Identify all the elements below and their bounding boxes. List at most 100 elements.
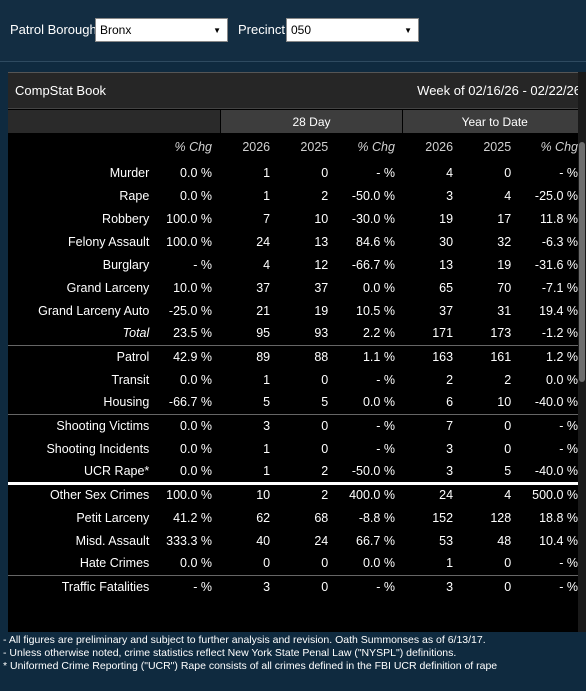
table-cell: 2 bbox=[321, 463, 329, 478]
precinct-select[interactable]: 050 ▼ bbox=[286, 18, 419, 42]
borough-label: Patrol Borough: bbox=[10, 22, 101, 37]
row-label: Robbery bbox=[102, 211, 150, 226]
row-label: Burglary bbox=[102, 257, 150, 272]
table-cell: 0.0 % bbox=[180, 441, 213, 456]
row-label: Misd. Assault bbox=[75, 533, 150, 548]
table-cell: 1.1 % bbox=[336, 344, 403, 368]
table-cell: 0 bbox=[263, 556, 271, 571]
table-cell: 11.8 % bbox=[540, 211, 578, 226]
table-cell: 89 bbox=[220, 344, 279, 368]
table-cell: 70 bbox=[497, 280, 512, 295]
table-cell: 41.2 % bbox=[173, 510, 213, 525]
precinct-label: Precinct: bbox=[238, 22, 289, 37]
table-cell: 3 bbox=[402, 574, 462, 598]
row-label: Housing bbox=[103, 395, 150, 410]
table-cell: 4 bbox=[461, 481, 520, 506]
table-cell: 5 bbox=[504, 463, 512, 478]
table-cell: 163 bbox=[402, 344, 462, 368]
table-cell: 68 bbox=[314, 510, 329, 525]
table-cell: 84.6 % bbox=[356, 234, 395, 249]
column-header: 2025 bbox=[483, 140, 512, 154]
table-cell: 37 bbox=[439, 303, 454, 318]
table-cell: 3 bbox=[446, 188, 454, 203]
table-cell: 62 bbox=[256, 510, 271, 525]
table-cell: 24 bbox=[314, 533, 329, 548]
borough-select-value: Bronx bbox=[100, 23, 132, 37]
table-cell: 17 bbox=[497, 211, 512, 226]
panel-scrollbar[interactable] bbox=[578, 72, 586, 632]
table-cell: 2 bbox=[504, 372, 512, 387]
scrollbar-thumb[interactable] bbox=[579, 142, 585, 382]
table-cell: 0 bbox=[278, 574, 337, 598]
row-label: Murder bbox=[109, 165, 150, 180]
table-cell: - % bbox=[519, 574, 586, 598]
table-cell: 1 bbox=[263, 188, 271, 203]
table-cell: 23.5 % bbox=[173, 326, 213, 341]
table-cell: 0 bbox=[321, 165, 329, 180]
table-cell: 19.4 % bbox=[539, 303, 578, 318]
table-cell: 10 bbox=[220, 481, 279, 506]
borough-select[interactable]: Bronx ▼ bbox=[95, 18, 228, 42]
row-label: Rape bbox=[119, 188, 150, 203]
week-range: Week of 02/16/26 - 02/22/26 bbox=[417, 83, 581, 98]
table-cell: 128 bbox=[490, 510, 512, 525]
group-header-blank bbox=[153, 110, 221, 133]
table-cell: -66.7 % bbox=[168, 395, 213, 410]
table-cell: 0.0 % bbox=[180, 165, 213, 180]
table-cell: 3 bbox=[446, 463, 454, 478]
table-row: Felony Assault 100.0 % 24 13 84.6 % 30 32 -6.3 … bbox=[8, 230, 586, 253]
table-cell: 42.9 % bbox=[153, 344, 221, 368]
row-label: Grand Larceny bbox=[66, 280, 150, 295]
table-cell: 2 bbox=[278, 481, 337, 506]
table-cell: 2 bbox=[321, 188, 329, 203]
table-row: Hate Crimes 0.0 % 0 0 0.0 % 1 0 - % bbox=[8, 552, 586, 575]
row-label: Total bbox=[122, 326, 150, 341]
table-cell: - % bbox=[559, 165, 578, 180]
row-label: Petit Larceny bbox=[76, 510, 150, 525]
table-cell: -7.1 % bbox=[541, 280, 578, 295]
table-cell: 0.0 % bbox=[362, 556, 395, 571]
table-cell: 30 bbox=[439, 234, 454, 249]
table-cell: 2.2 % bbox=[362, 326, 395, 341]
table-cell: 500.0 % bbox=[519, 481, 586, 506]
table-cell: 1 bbox=[446, 556, 454, 571]
table-cell: 19 bbox=[314, 303, 329, 318]
compstat-panel: CompStat Book Week of 02/16/26 - 02/22/2… bbox=[8, 72, 586, 632]
footnotes: - All figures are preliminary and subjec… bbox=[3, 634, 583, 673]
table-row: Burglary - % 4 12 -66.7 % 13 19 -31.6 % bbox=[8, 253, 586, 276]
table-cell: 4 bbox=[263, 257, 271, 272]
row-label: Shooting Victims bbox=[8, 413, 154, 437]
table-row: Shooting Incidents 0.0 % 1 0 - % 3 0 - % bbox=[8, 437, 586, 460]
table-cell: 0 bbox=[504, 556, 512, 571]
table-cell: 18.8 % bbox=[539, 510, 578, 525]
table-cell: 333.3 % bbox=[166, 533, 213, 548]
table-cell: 21 bbox=[256, 303, 271, 318]
table-cell: 10.0 % bbox=[173, 280, 213, 295]
table-cell: 48 bbox=[497, 533, 512, 548]
table-cell: - % bbox=[336, 574, 403, 598]
table-row: Grand Larceny 10.0 % 37 37 0.0 % 65 70 -7.1 % bbox=[8, 276, 586, 299]
column-header: 2025 bbox=[300, 140, 329, 154]
table-cell: 173 bbox=[490, 326, 512, 341]
column-header-row: % Chg 2026 2025 % Chg 2026 2025 % Chg bbox=[8, 133, 586, 161]
table-cell: 0 bbox=[321, 556, 329, 571]
table-cell: 171 bbox=[432, 326, 454, 341]
table-cell: 100.0 % bbox=[166, 211, 213, 226]
table-cell: 65 bbox=[439, 280, 454, 295]
table-cell: 37 bbox=[314, 280, 329, 295]
table-cell: 13 bbox=[439, 257, 454, 272]
table-cell: -25.0 % bbox=[534, 188, 578, 203]
chevron-down-icon: ▼ bbox=[404, 26, 412, 35]
table-cell: 95 bbox=[256, 326, 271, 341]
column-header: 2026 bbox=[425, 140, 454, 154]
table-cell: 10.4 % bbox=[539, 533, 578, 548]
column-header: % Chg bbox=[357, 140, 395, 154]
table-cell: 53 bbox=[439, 533, 454, 548]
table-cell: 0.0 % bbox=[153, 413, 221, 437]
table-cell: - % bbox=[376, 441, 395, 456]
table-cell: 1 bbox=[263, 372, 271, 387]
table-cell: 1 bbox=[263, 165, 271, 180]
table-cell: 0.0 % bbox=[546, 372, 578, 387]
table-cell: 7 bbox=[402, 413, 462, 437]
table-cell: 1 bbox=[263, 463, 271, 478]
